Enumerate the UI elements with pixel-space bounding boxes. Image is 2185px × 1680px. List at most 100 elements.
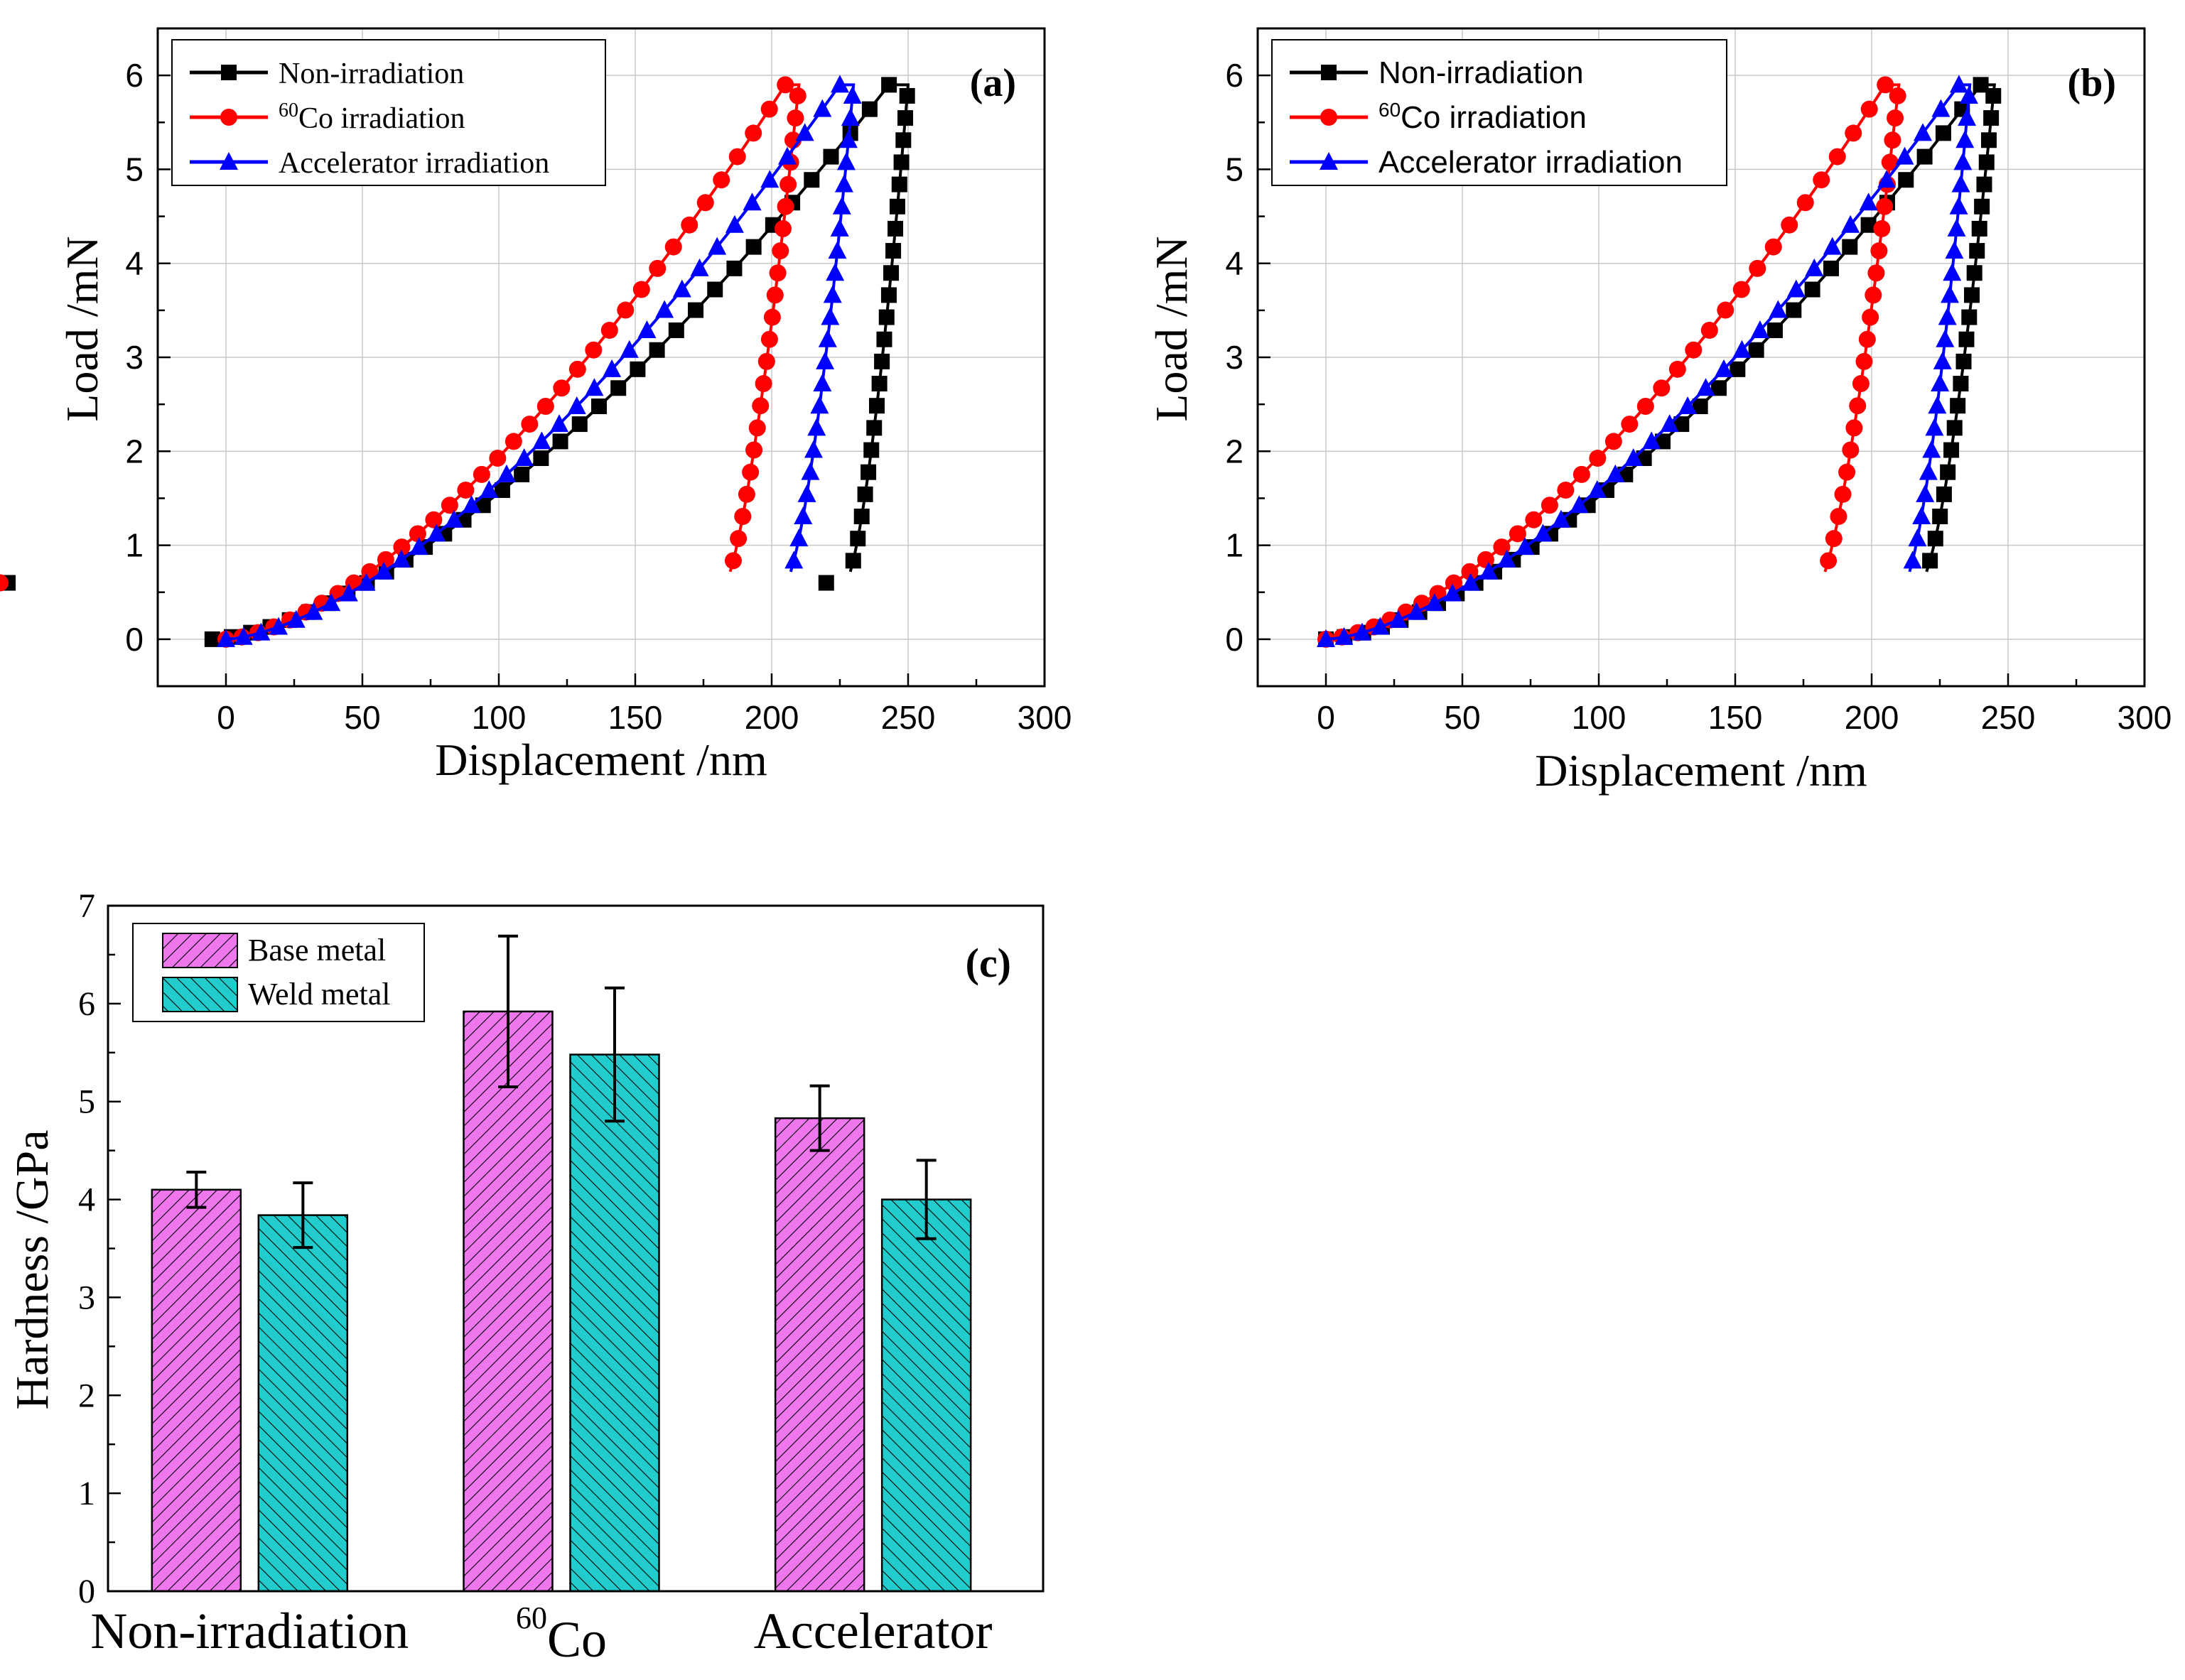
data-point: [1862, 308, 1879, 326]
data-point: [1823, 260, 1839, 276]
data-point: [217, 629, 235, 647]
data-point: [1919, 462, 1938, 480]
data-point: [831, 75, 849, 93]
data-point: [1388, 609, 1408, 628]
data-point: [1796, 194, 1814, 212]
legend-swatch: [162, 933, 238, 968]
data-point: [818, 575, 834, 591]
data-point: [322, 593, 341, 612]
data-point: [480, 479, 499, 498]
y-tick-label: 1: [1225, 527, 1243, 564]
y-axis-label: Load /mN: [1146, 236, 1197, 421]
data-point: [475, 497, 491, 514]
data-point: [888, 220, 904, 237]
data-point: [532, 431, 551, 450]
bar: [774, 1117, 865, 1593]
data-point: [816, 351, 835, 369]
data-point: [1873, 220, 1891, 237]
data-point: [1606, 464, 1625, 482]
data-point: [664, 238, 682, 256]
data-point: [1855, 352, 1873, 370]
data-point: [757, 352, 775, 370]
data-point: [860, 464, 877, 480]
data-point: [1950, 398, 1966, 414]
data-point: [600, 321, 618, 339]
legend-marker: [220, 152, 238, 170]
data-point: [1624, 448, 1643, 467]
data-point: [789, 87, 806, 104]
data-point: [1976, 176, 1992, 193]
data-point: [1461, 563, 1479, 580]
data-point: [620, 340, 639, 358]
data-point: [1834, 485, 1852, 503]
data-point: [774, 220, 792, 237]
data-point: [1352, 622, 1371, 641]
y-tick-label: 2: [78, 1377, 95, 1414]
category-label: Non-irradiation: [90, 1603, 409, 1659]
data-point: [797, 484, 816, 502]
data-point: [1949, 75, 1968, 93]
data-point: [784, 551, 804, 569]
data-point: [745, 239, 762, 255]
y-tick-label: 6: [1225, 57, 1243, 94]
data-point: [823, 285, 842, 303]
data-point: [834, 174, 853, 193]
data-point: [1947, 218, 1966, 237]
data-point: [425, 511, 443, 529]
data-point: [585, 341, 603, 359]
data-point: [836, 152, 856, 170]
data-point: [655, 300, 674, 318]
chart-panel-a: 0 50 100 150 200 250 300 0 1 2 3 4 5 6 Displacement /n…: [0, 27, 1072, 785]
y-tick-label: 3: [125, 339, 144, 376]
data-point: [1509, 525, 1526, 543]
data-point: [1877, 170, 1897, 188]
y-tick-label: 2: [1225, 433, 1243, 470]
x-tick-label: 50: [1444, 699, 1480, 736]
data-point: [807, 418, 826, 436]
data-point: [1974, 198, 1990, 215]
data-point: [889, 198, 905, 215]
data-point: [1317, 629, 1335, 647]
data-point: [843, 85, 862, 104]
legend-label: Weld metal: [248, 977, 391, 1012]
data-point: [286, 609, 306, 628]
data-point: [777, 197, 794, 215]
x-axis-label: Displacement /nm: [435, 735, 767, 785]
data-point: [610, 380, 627, 396]
data-point: [1678, 396, 1698, 415]
legend-label-main: Co irradiation: [1401, 100, 1587, 135]
data-point: [1936, 486, 1952, 502]
data-point: [857, 486, 873, 502]
data-point: [1949, 196, 1968, 215]
data-point: [1786, 302, 1802, 318]
data-point: [1845, 419, 1863, 437]
data-point: [1660, 414, 1679, 433]
data-point: [883, 265, 900, 281]
legend-label-main: Non-irradiation: [1379, 55, 1584, 90]
data-point: [1425, 593, 1444, 612]
x-tick-label: 300: [2117, 699, 2172, 736]
x-tick-label: 150: [608, 699, 663, 736]
data-point: [1653, 379, 1671, 397]
data-point: [457, 481, 475, 499]
data-point: [1887, 109, 1904, 127]
data-point: [1849, 397, 1867, 415]
data-point: [1912, 506, 1931, 525]
data-point: [766, 286, 784, 304]
data-point: [514, 466, 530, 482]
data-point: [1804, 281, 1820, 298]
data-point: [1525, 511, 1543, 529]
x-tick-label: 200: [745, 699, 799, 736]
x-tick-label: 250: [881, 699, 936, 736]
data-point: [760, 170, 779, 188]
data-point: [1959, 85, 1978, 104]
data-point: [828, 241, 847, 259]
y-tick-label: 6: [78, 985, 95, 1023]
legend-label: Base metal: [248, 933, 386, 968]
data-point: [690, 258, 709, 276]
data-point: [1867, 264, 1885, 282]
data-point: [1858, 330, 1876, 348]
y-tick-label: 5: [1225, 151, 1243, 188]
data-point: [1946, 420, 1963, 436]
data-point: [1371, 617, 1390, 635]
